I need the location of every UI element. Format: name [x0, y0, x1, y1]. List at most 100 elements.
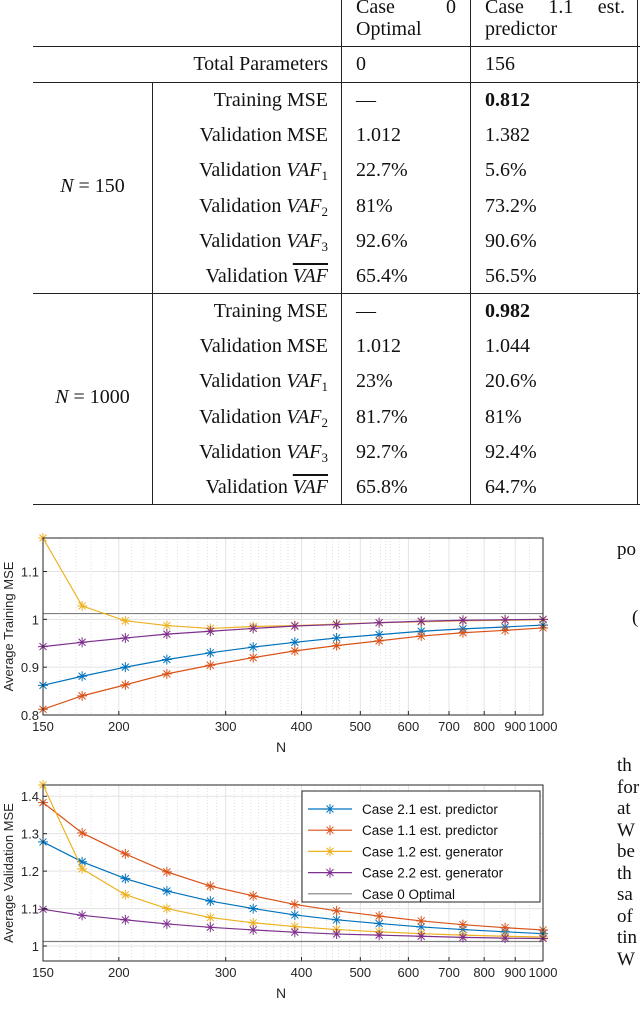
table-cell: 1.012: [356, 124, 401, 147]
data-point-asterisk-marker: [205, 660, 216, 671]
row-label-text: Training MSE: [213, 89, 328, 111]
marker-stroke: [249, 904, 258, 913]
x-tick-label: 700: [438, 719, 460, 734]
row-label: Validation VAF3: [152, 229, 328, 253]
data-point-asterisk-marker: [205, 896, 216, 907]
x-axis-label: N: [276, 985, 286, 1001]
marker-stroke: [78, 692, 86, 700]
data-point-asterisk-marker: [374, 930, 385, 941]
table-cell: 23%: [356, 370, 393, 393]
row-label: Training MSE: [152, 300, 328, 322]
table-cell: 5.6%: [485, 159, 527, 182]
marker-stroke: [375, 919, 383, 928]
body-text-fragment: at: [617, 798, 631, 819]
x-tick-label: 500: [349, 719, 371, 734]
marker-stroke: [163, 904, 171, 913]
marker-stroke: [78, 911, 86, 920]
y-tick-label: 1.4: [21, 789, 39, 804]
table-cell: —: [356, 89, 376, 111]
marker-stroke: [249, 643, 258, 651]
column-header-line1: Case 1.1 est.: [485, 0, 625, 18]
body-text-fragment: th: [617, 755, 632, 776]
row-label-text: Validation: [205, 476, 293, 498]
data-point-asterisk-marker: [77, 910, 88, 921]
data-point-asterisk-marker: [120, 889, 131, 900]
marker-stroke: [249, 926, 258, 934]
marker-stroke: [121, 681, 130, 689]
data-point-asterisk-marker: [77, 600, 88, 611]
marker-stroke: [121, 915, 130, 924]
x-tick-label: 200: [108, 719, 130, 734]
marker-stroke: [290, 928, 299, 937]
data-point-asterisk-marker: [374, 911, 385, 922]
data-point-asterisk-marker: [416, 616, 427, 627]
row-label-math: VAF: [286, 159, 322, 182]
row-label-subscript: 2: [321, 414, 329, 430]
marker-stroke: [206, 661, 215, 670]
marker-stroke: [121, 850, 130, 858]
marker-stroke: [163, 920, 171, 928]
x-axis-label: N: [276, 739, 286, 755]
data-point-asterisk-marker: [457, 627, 468, 638]
body-text-fragment: W: [617, 948, 635, 970]
marker-stroke: [417, 632, 426, 640]
body-text-fragment: po: [617, 539, 636, 560]
data-point-asterisk-marker: [289, 621, 300, 632]
marker-stroke: [249, 918, 258, 927]
data-point-asterisk-marker: [374, 918, 385, 929]
body-text-fragment: be: [617, 841, 635, 862]
marker-stroke: [417, 917, 426, 925]
x-tick-label: 900: [504, 719, 526, 734]
row-label-total-parameters: Total Parameters: [193, 53, 328, 75]
row-label: Validation VAF2: [152, 406, 329, 430]
row-label: Validation VAF: [152, 265, 328, 287]
row-label-math: VAF: [286, 370, 322, 393]
marker-stroke: [290, 900, 299, 909]
body-text-fragment: th: [617, 862, 632, 884]
data-point-asterisk-marker: [205, 626, 216, 637]
marker-stroke: [375, 618, 383, 627]
x-tick-label: 500: [349, 965, 371, 980]
row-label-math: VAF: [292, 265, 328, 287]
marker-stroke: [78, 638, 86, 647]
marker-stroke: [332, 915, 341, 924]
marker-stroke: [375, 630, 383, 639]
data-point-asterisk-marker: [289, 645, 300, 656]
marker-stroke: [78, 602, 86, 610]
table-cell: 1.012: [356, 335, 401, 358]
row-label: Validation MSE: [152, 335, 328, 357]
table-cell: 22.7%: [356, 159, 408, 182]
marker-stroke: [206, 913, 215, 922]
data-point-asterisk-marker: [457, 615, 468, 626]
x-tick-label: 400: [291, 965, 313, 980]
marker-stroke: [290, 622, 299, 630]
table-cell: 20.6%: [485, 370, 537, 393]
marker-stroke: [290, 911, 299, 919]
y-axis-label: Average Training MSE: [1, 561, 16, 691]
y-axis-label: Average Validation MSE: [1, 803, 16, 943]
table-cell: 56.5%: [485, 265, 537, 287]
marker-stroke: [332, 634, 341, 642]
x-tick-label: 1000: [529, 719, 558, 734]
body-text-fragment: W: [617, 819, 635, 841]
marker-stroke: [163, 887, 171, 895]
data-point-asterisk-marker: [161, 629, 172, 640]
marker-stroke: [249, 891, 258, 900]
table-cell: 1.044: [485, 335, 530, 358]
x-tick-label: 800: [473, 965, 495, 980]
data-point-asterisk-marker: [500, 614, 511, 625]
marker-stroke: [417, 617, 426, 626]
x-tick-label: 300: [215, 965, 237, 980]
marker-stroke: [121, 663, 130, 672]
data-point-asterisk-marker: [248, 924, 259, 935]
x-tick-label: 600: [398, 719, 420, 734]
data-point-asterisk-marker: [161, 885, 172, 896]
marker-stroke: [78, 672, 86, 681]
row-label-math: VAF: [286, 229, 322, 252]
data-point-asterisk-marker: [205, 647, 216, 658]
data-point-asterisk-marker: [416, 631, 427, 642]
y-tick-label: 0.9: [21, 660, 39, 675]
y-tick-label: 1.3: [21, 827, 39, 842]
table-divider: [341, 0, 342, 504]
marker-stroke: [121, 634, 130, 642]
